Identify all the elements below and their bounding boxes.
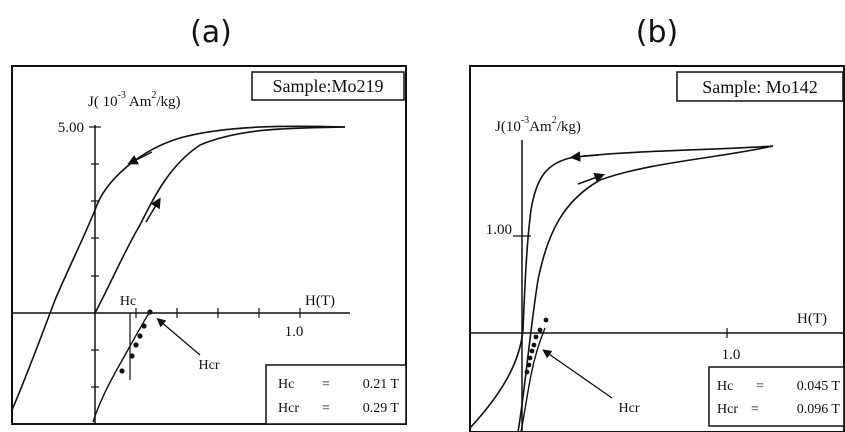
hc-annotation-a: Hc: [120, 294, 136, 309]
results-box-a: Hc = 0.21 T Hcr = 0.29 T: [265, 364, 407, 425]
x-axis-label-b: H(T): [797, 311, 827, 327]
descending-branch-b: [469, 145, 774, 429]
result-hcr-name-a: Hcr: [278, 401, 299, 416]
y-tick-label-a: 5.00: [58, 120, 84, 136]
y-tick-label-b: 1.00: [486, 222, 512, 238]
sample-label-box-b: Sample: Mo142: [676, 71, 844, 102]
panel-letter-a: (a): [190, 15, 232, 50]
y-axis-label-b: J(10-3Am2/kg): [495, 115, 581, 135]
y-ticks-a: [89, 126, 101, 388]
descending-arrow-b: [569, 151, 599, 162]
result-hc-value-a: 0.21 T: [363, 377, 400, 392]
results-box-b: Hc = 0.045 T Hcr = 0.096 T: [708, 366, 845, 427]
result-hcr-eq-a: =: [322, 401, 330, 416]
result-hcr-value-a: 0.29 T: [363, 401, 400, 416]
hcr-pointer-arrow-b: [542, 349, 613, 399]
x-axis-label-a: H(T): [305, 293, 335, 309]
panel-b-frame: [469, 65, 845, 432]
descending-arrow-a: [127, 151, 153, 165]
ascending-arrow-b: [577, 172, 605, 185]
descending-branch-a: [11, 125, 346, 411]
backfield-points-a: [119, 309, 153, 374]
hcr-annotation-b: Hcr: [619, 401, 640, 416]
x-tick-label-a: 1.0: [285, 324, 304, 340]
panel-letter-b: (b): [636, 15, 678, 50]
backfield-line-a: [92, 311, 151, 423]
ascending-branch-b: [517, 145, 774, 432]
hcr-annotation-a: Hcr: [199, 358, 220, 373]
backfield-points-b: [524, 317, 549, 375]
result-hc-eq-a: =: [322, 377, 330, 392]
x-ticks-a: [135, 308, 301, 318]
result-hc-name-a: Hc: [278, 377, 294, 392]
result-hc-value-b: 0.045 T: [797, 379, 841, 394]
result-hcr-name-b: Hcr: [717, 402, 738, 417]
sample-label-b: Sample: Mo142: [702, 77, 818, 97]
result-hcr-eq-b: =: [751, 402, 759, 417]
backfield-line-b: [520, 327, 546, 432]
panel-a-frame: [11, 65, 407, 425]
ascending-arrow-a: [145, 197, 161, 223]
y-axis-label-a: J( 10-3 Am2/kg): [88, 90, 181, 110]
panel-b: (b) Sample: Mo142 1.00 1.0 J(10-3Am2/kg)…: [469, 15, 845, 432]
sample-label-box-a: Sample:Mo219: [251, 71, 405, 101]
hcr-pointer-arrow-a: [156, 318, 201, 356]
sample-label-a: Sample:Mo219: [273, 76, 384, 96]
x-tick-label-b: 1.0: [722, 347, 741, 363]
result-hcr-value-b: 0.096 T: [797, 402, 841, 417]
ascending-branch-a: [94, 126, 346, 314]
result-hc-eq-b: =: [756, 379, 764, 394]
panel-a: (a) Sample:Mo219 5.00 1.0: [11, 15, 407, 425]
result-hc-name-b: Hc: [717, 379, 733, 394]
